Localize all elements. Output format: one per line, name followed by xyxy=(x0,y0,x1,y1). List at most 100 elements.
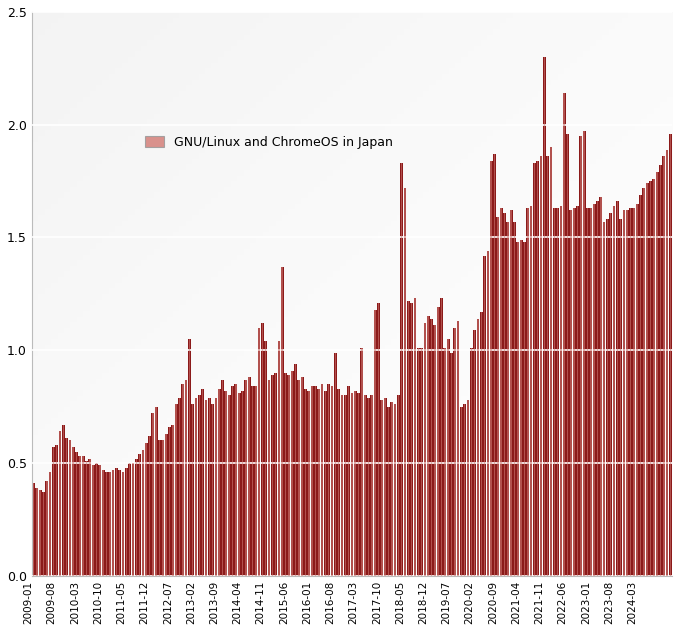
Bar xyxy=(204,400,207,576)
Bar xyxy=(433,326,437,576)
Bar xyxy=(301,377,304,576)
Bar xyxy=(460,406,462,576)
Bar xyxy=(211,404,214,576)
Bar xyxy=(358,393,359,576)
Bar xyxy=(338,389,340,576)
Bar xyxy=(59,432,61,576)
Bar xyxy=(88,459,91,576)
Bar xyxy=(308,391,310,576)
Bar xyxy=(182,384,183,576)
Bar xyxy=(122,472,124,576)
Bar xyxy=(496,217,499,576)
Bar xyxy=(304,389,307,576)
Bar xyxy=(291,370,293,576)
Bar xyxy=(285,373,287,576)
Bar xyxy=(136,459,137,576)
Bar xyxy=(231,386,234,576)
Bar xyxy=(418,348,419,576)
Bar xyxy=(125,468,128,576)
Bar xyxy=(227,396,231,576)
Bar xyxy=(487,251,490,576)
Bar xyxy=(66,439,67,576)
Bar xyxy=(215,398,217,576)
Bar xyxy=(540,156,542,576)
Bar xyxy=(428,316,429,576)
Bar xyxy=(350,393,353,576)
Bar xyxy=(589,208,592,576)
Bar xyxy=(394,404,397,576)
Bar xyxy=(394,404,396,576)
Bar xyxy=(52,447,55,576)
Bar xyxy=(630,208,631,576)
Bar xyxy=(567,134,568,576)
Bar xyxy=(646,184,648,576)
Bar xyxy=(218,389,221,576)
Bar xyxy=(297,380,300,576)
Bar xyxy=(49,472,52,576)
Bar xyxy=(241,391,244,576)
Bar xyxy=(665,150,669,576)
Bar xyxy=(65,439,68,576)
Bar xyxy=(477,319,479,576)
Bar xyxy=(119,470,120,576)
Bar xyxy=(361,348,363,576)
Bar xyxy=(619,220,622,576)
Bar xyxy=(258,327,260,576)
Bar xyxy=(312,386,313,576)
Bar xyxy=(238,393,240,576)
Bar xyxy=(149,436,150,576)
Bar xyxy=(175,404,177,576)
Bar xyxy=(374,310,376,576)
Bar xyxy=(294,364,297,576)
Bar xyxy=(378,303,380,576)
Bar xyxy=(546,156,549,576)
Bar xyxy=(171,425,175,576)
Bar xyxy=(342,396,343,576)
Bar xyxy=(543,57,546,576)
Bar xyxy=(357,393,360,576)
Bar xyxy=(526,208,529,576)
Bar xyxy=(371,396,373,576)
Bar xyxy=(544,57,545,576)
Legend: GNU/Linux and ChromeOS in Japan: GNU/Linux and ChromeOS in Japan xyxy=(141,131,398,154)
Bar xyxy=(109,472,111,576)
Bar xyxy=(175,404,177,576)
Bar xyxy=(62,425,65,576)
Bar xyxy=(609,213,612,576)
Bar xyxy=(633,208,635,576)
Bar xyxy=(381,400,382,576)
Bar xyxy=(305,389,306,576)
Bar xyxy=(257,327,261,576)
Bar xyxy=(414,298,416,576)
Bar xyxy=(530,206,532,576)
Bar xyxy=(390,402,393,576)
Bar xyxy=(46,481,48,576)
Bar xyxy=(145,443,147,576)
Bar xyxy=(371,396,373,576)
Bar xyxy=(195,398,198,576)
Bar xyxy=(242,391,243,576)
Bar xyxy=(642,188,645,576)
Bar xyxy=(524,242,526,576)
Bar xyxy=(198,396,200,576)
Bar xyxy=(208,398,210,576)
Bar xyxy=(527,208,528,576)
Bar xyxy=(597,201,598,576)
Bar xyxy=(281,267,284,576)
Bar xyxy=(205,400,206,576)
Bar xyxy=(623,210,625,576)
Bar xyxy=(92,465,94,576)
Bar xyxy=(268,380,270,576)
Bar xyxy=(158,440,161,576)
Bar xyxy=(427,316,430,576)
Bar xyxy=(181,384,184,576)
Bar xyxy=(162,440,164,576)
Bar xyxy=(556,208,559,576)
Bar xyxy=(92,465,94,576)
Bar xyxy=(35,488,38,576)
Bar xyxy=(198,396,201,576)
Bar xyxy=(139,454,141,576)
Bar xyxy=(334,353,337,576)
Bar xyxy=(424,323,426,576)
Bar xyxy=(132,463,134,576)
